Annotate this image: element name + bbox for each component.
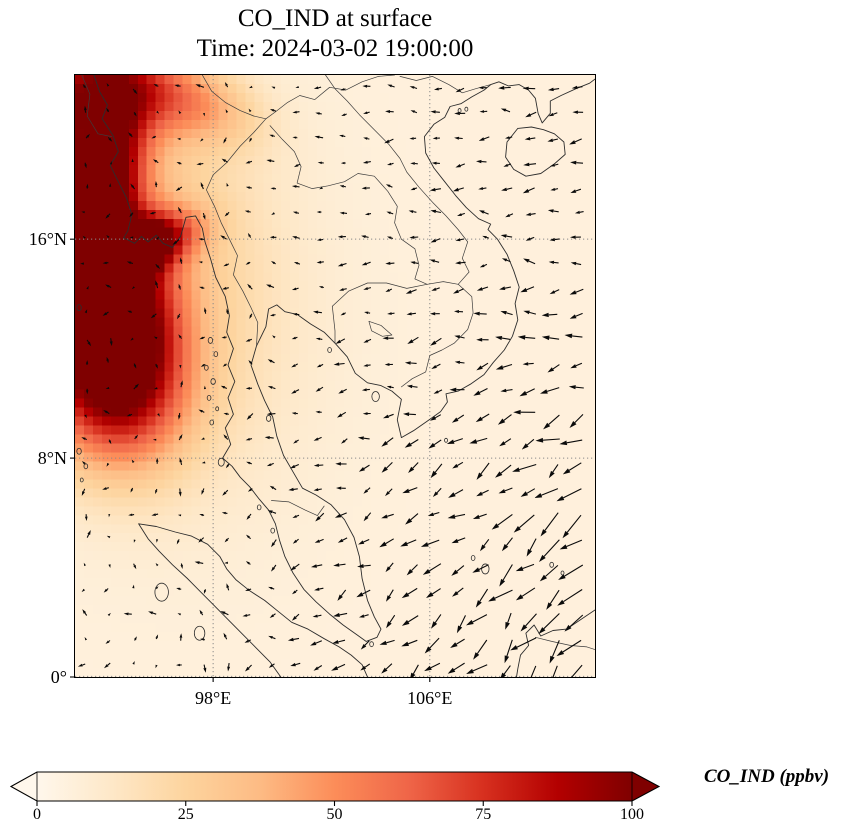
colorbar-tick-marks	[36, 801, 633, 806]
colorbar-gradient-bar	[9, 771, 661, 802]
colorbar-tick-label: 100	[620, 806, 644, 823]
colorbar-tick-label: 75	[475, 806, 492, 823]
colorbar-svg	[9, 771, 661, 806]
x-tick-label: 106°E	[407, 688, 453, 708]
y-tick-label: 16°N	[28, 229, 67, 250]
gridlines	[75, 75, 595, 677]
colorbar-tick-label: 50	[326, 806, 343, 823]
colorbar-label: CO_IND (ppbv)	[704, 766, 830, 787]
title-line-1: CO_IND at surface	[237, 5, 433, 32]
co-concentration-heatmap	[75, 75, 595, 677]
country-borders	[81, 75, 595, 650]
map-overlay-svg	[70, 75, 595, 682]
colorbar-tick-label: 0	[33, 806, 41, 823]
coastlines	[93, 75, 595, 677]
island-outlines	[76, 106, 565, 648]
x-tick-label: 98°E	[195, 688, 232, 708]
y-tick-label: 8°N	[37, 448, 67, 469]
y-tick-label: 0°	[50, 667, 67, 687]
colorbar-tick-label: 25	[177, 806, 194, 823]
wind-arrows	[77, 82, 584, 677]
chart-title: CO_IND at surface Time: 2024-03-02 19:00…	[75, 4, 595, 63]
title-line-2: Time: 2024-03-02 19:00:00	[196, 34, 474, 62]
map-panel	[70, 75, 595, 682]
